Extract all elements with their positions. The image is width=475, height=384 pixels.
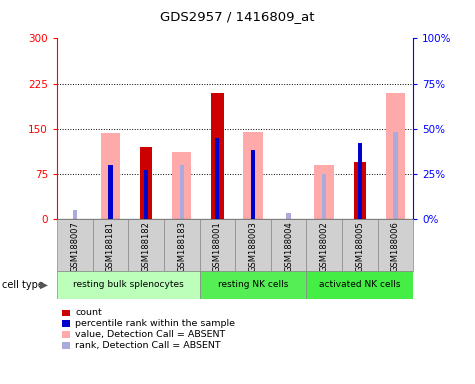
- Text: count: count: [75, 308, 102, 318]
- Text: GSM188006: GSM188006: [391, 222, 400, 272]
- Text: activated NK cells: activated NK cells: [319, 280, 400, 289]
- Bar: [393, 132, 398, 219]
- Text: GSM188183: GSM188183: [177, 222, 186, 273]
- Bar: [93, 219, 128, 271]
- Bar: [172, 152, 191, 219]
- Bar: [211, 93, 224, 219]
- Text: value, Detection Call = ABSENT: value, Detection Call = ABSENT: [75, 330, 225, 339]
- Bar: [322, 174, 326, 219]
- Bar: [314, 165, 334, 219]
- Text: GSM188003: GSM188003: [248, 222, 257, 272]
- Bar: [200, 271, 306, 299]
- Bar: [342, 219, 378, 271]
- Text: resting bulk splenocytes: resting bulk splenocytes: [73, 280, 184, 289]
- Text: GSM188005: GSM188005: [355, 222, 364, 272]
- Text: GSM188001: GSM188001: [213, 222, 222, 272]
- Text: cell type: cell type: [2, 280, 44, 290]
- Bar: [73, 210, 77, 219]
- Bar: [386, 93, 405, 219]
- Bar: [215, 138, 219, 219]
- Bar: [200, 219, 235, 271]
- Bar: [164, 219, 200, 271]
- Text: resting NK cells: resting NK cells: [218, 280, 288, 289]
- Text: GSM188182: GSM188182: [142, 222, 151, 272]
- Bar: [306, 219, 342, 271]
- Text: GSM188004: GSM188004: [284, 222, 293, 272]
- Bar: [243, 132, 263, 219]
- Text: percentile rank within the sample: percentile rank within the sample: [75, 319, 235, 328]
- Bar: [251, 150, 255, 219]
- Bar: [378, 219, 413, 271]
- Bar: [144, 170, 148, 219]
- Bar: [57, 271, 200, 299]
- Bar: [140, 147, 152, 219]
- Bar: [306, 271, 413, 299]
- Bar: [101, 133, 120, 219]
- Text: GSM188181: GSM188181: [106, 222, 115, 272]
- Bar: [180, 165, 184, 219]
- Bar: [235, 219, 271, 271]
- Text: GDS2957 / 1416809_at: GDS2957 / 1416809_at: [160, 10, 315, 23]
- Text: rank, Detection Call = ABSENT: rank, Detection Call = ABSENT: [75, 341, 221, 350]
- Text: ▶: ▶: [40, 280, 48, 290]
- Text: GSM188007: GSM188007: [70, 222, 79, 272]
- Bar: [286, 214, 291, 219]
- Text: GSM188002: GSM188002: [320, 222, 329, 272]
- Bar: [128, 219, 164, 271]
- Bar: [353, 162, 366, 219]
- Bar: [358, 143, 362, 219]
- Bar: [271, 219, 306, 271]
- Bar: [108, 165, 113, 219]
- Bar: [57, 219, 93, 271]
